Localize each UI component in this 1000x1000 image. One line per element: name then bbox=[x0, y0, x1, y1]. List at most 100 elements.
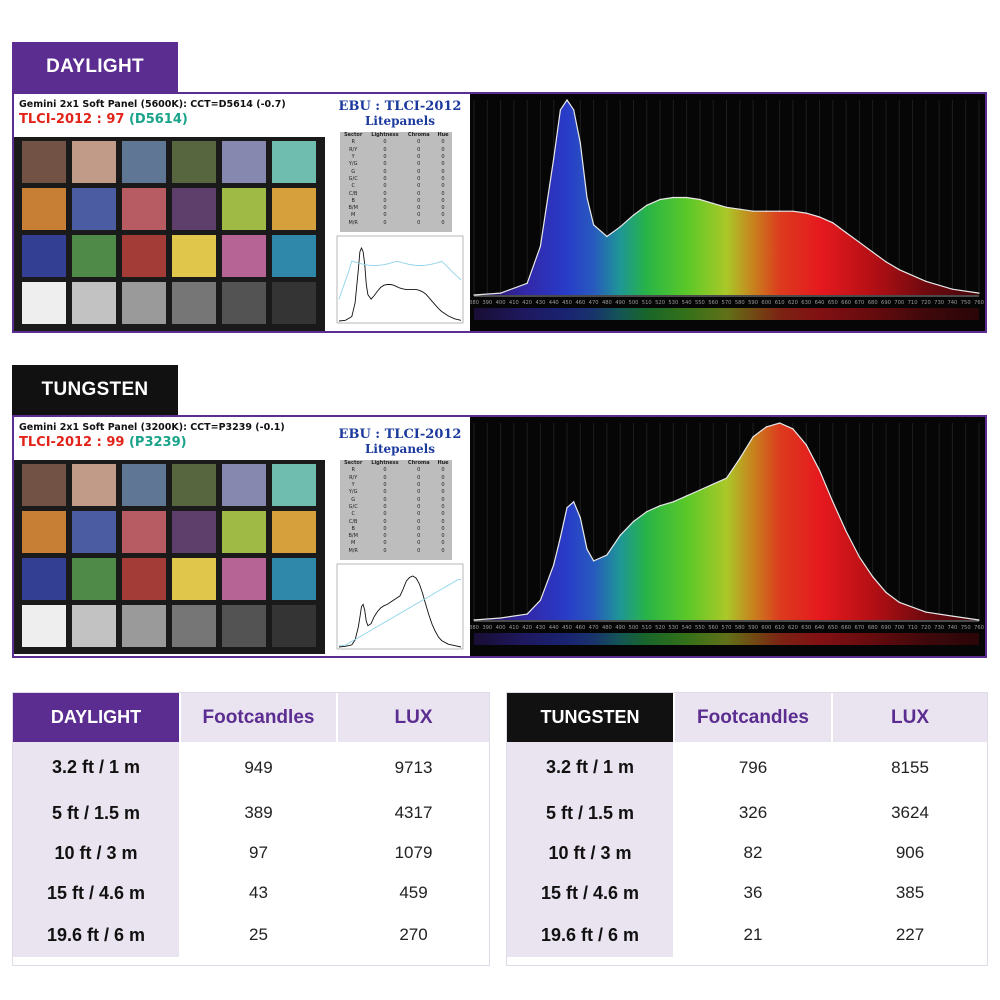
checker-swatch bbox=[72, 141, 116, 183]
ebu-cell: G/C bbox=[348, 503, 358, 510]
x-tick-label: 450 bbox=[562, 300, 572, 306]
ebu-row: M 0 0 0 bbox=[340, 212, 452, 219]
tungsten-spectrum-chart: 380 390 400 410 420 430 440 450 460 470 480 490 500 5… bbox=[470, 417, 985, 656]
checker-swatch bbox=[22, 464, 66, 506]
ebu-header-cell: Chroma bbox=[407, 460, 430, 467]
ebu-cell: 0 bbox=[441, 496, 445, 503]
spectrum-point bbox=[539, 245, 541, 247]
distance-cell: 19.6 ft / 6 m bbox=[13, 913, 179, 957]
ebu-cell: Y bbox=[351, 482, 355, 489]
spectrum-point bbox=[951, 288, 953, 290]
ebu-cell: 0 bbox=[383, 212, 387, 219]
x-tick-label: 380 bbox=[470, 300, 479, 306]
ebu-cell: C bbox=[351, 183, 355, 190]
spectrum-point bbox=[832, 501, 834, 503]
x-tick-label: 730 bbox=[934, 625, 944, 631]
x-tick-label: 520 bbox=[655, 300, 665, 306]
checker-swatch bbox=[172, 558, 216, 600]
ebu-cell: 0 bbox=[417, 489, 421, 496]
ebu-header-cell: Hue bbox=[437, 132, 449, 139]
spectrum-point bbox=[559, 536, 561, 538]
ebu-row: C 0 0 0 bbox=[340, 183, 452, 190]
tungsten-info: Gemini 2x1 Soft Panel (3200K): CCT=P3239… bbox=[14, 417, 325, 459]
checker-swatch bbox=[22, 141, 66, 183]
spectrum-point bbox=[632, 214, 635, 216]
ebu-cell: 0 bbox=[417, 525, 421, 532]
checker-swatch bbox=[22, 605, 66, 647]
x-tick-label: 700 bbox=[894, 625, 904, 631]
spectrum-point bbox=[659, 505, 661, 507]
spectrum-point bbox=[672, 196, 674, 199]
table-title-header: TUNGSTEN bbox=[507, 693, 673, 742]
x-tick-label: 620 bbox=[788, 625, 798, 631]
spectrum-point bbox=[898, 601, 900, 603]
ebu-cell: 0 bbox=[417, 154, 421, 161]
ebu-cell: M/R bbox=[348, 547, 358, 554]
spectrum-point bbox=[765, 210, 767, 212]
lux-cell: 9713 bbox=[394, 757, 433, 777]
spectrum-point bbox=[765, 426, 767, 428]
ebu-cell: 0 bbox=[441, 183, 445, 190]
x-tick-label: 740 bbox=[947, 300, 957, 306]
ebu-cell: 0 bbox=[441, 168, 445, 175]
tungsten-color-checker bbox=[14, 460, 325, 654]
spectrum-point bbox=[779, 210, 781, 212]
spectrum-point bbox=[845, 530, 847, 532]
checker-swatch bbox=[272, 511, 316, 553]
x-tick-label: 410 bbox=[509, 300, 519, 306]
checker-swatch bbox=[222, 558, 266, 600]
spectrum-point bbox=[553, 564, 555, 566]
x-tick-label: 430 bbox=[535, 625, 545, 631]
spectrum-point bbox=[858, 556, 860, 558]
ebu-cell: 0 bbox=[441, 533, 445, 540]
spectrum-point bbox=[925, 280, 927, 282]
x-tick-label: 760 bbox=[974, 300, 984, 306]
spectrum-point bbox=[473, 294, 475, 296]
spectrum-point bbox=[539, 599, 541, 601]
daylight-panel: Gemini 2x1 Soft Panel (5600K): CCT=D5614… bbox=[12, 92, 987, 333]
spectrum-point bbox=[579, 517, 581, 519]
checker-swatch bbox=[222, 511, 266, 553]
distance-cell: 3.2 ft / 1 m bbox=[507, 742, 673, 793]
ebu-cell: G bbox=[351, 168, 356, 175]
x-tick-label: 690 bbox=[881, 625, 891, 631]
x-tick-label: 690 bbox=[881, 300, 891, 306]
spectrum-point bbox=[566, 99, 568, 101]
checker-swatch bbox=[272, 464, 316, 506]
mini-spectrum-line bbox=[338, 246, 462, 322]
checker-swatch bbox=[72, 605, 116, 647]
checker-swatch bbox=[122, 605, 166, 647]
ebu-row: Y/G 0 0 0 bbox=[340, 161, 452, 168]
ebu-cell: 0 bbox=[441, 219, 445, 226]
spectrum-point bbox=[579, 142, 581, 144]
mini-plot-frame bbox=[336, 563, 464, 650]
spectrum-point bbox=[606, 235, 608, 238]
checker-swatch bbox=[172, 464, 216, 506]
ebu-cell: B bbox=[351, 525, 355, 532]
spectrum-point bbox=[553, 157, 555, 160]
distance-cell: 19.6 ft / 6 m bbox=[507, 913, 673, 957]
ebu-cell: 0 bbox=[441, 146, 445, 153]
ebu-cell: 0 bbox=[441, 503, 445, 510]
checker-swatch bbox=[122, 235, 166, 277]
spectrum-point bbox=[818, 469, 821, 471]
ebu-cell: C/B bbox=[348, 190, 358, 197]
checker-swatch bbox=[222, 282, 266, 324]
checker-swatch bbox=[272, 282, 316, 324]
checker-swatch bbox=[172, 605, 216, 647]
x-tick-label: 390 bbox=[482, 625, 492, 631]
x-tick-label: 580 bbox=[735, 625, 745, 631]
distance-cell: 10 ft / 3 m bbox=[507, 833, 673, 873]
ebu-cell: R/Y bbox=[349, 474, 358, 481]
spectrum-point bbox=[739, 457, 741, 460]
ebu-cell: 0 bbox=[383, 146, 387, 153]
x-tick-label: 750 bbox=[961, 625, 971, 631]
ebu-row: R 0 0 0 bbox=[340, 467, 452, 474]
ebu-cell: R/Y bbox=[349, 146, 358, 153]
footcandles-cell: 21 bbox=[743, 925, 763, 944]
ebu-row: C/B 0 0 0 bbox=[340, 518, 452, 525]
ebu-cell: 0 bbox=[417, 547, 421, 554]
checker-swatch bbox=[72, 464, 116, 506]
lux-cell: 906 bbox=[895, 843, 925, 862]
ebu-row: C 0 0 0 bbox=[340, 511, 452, 518]
